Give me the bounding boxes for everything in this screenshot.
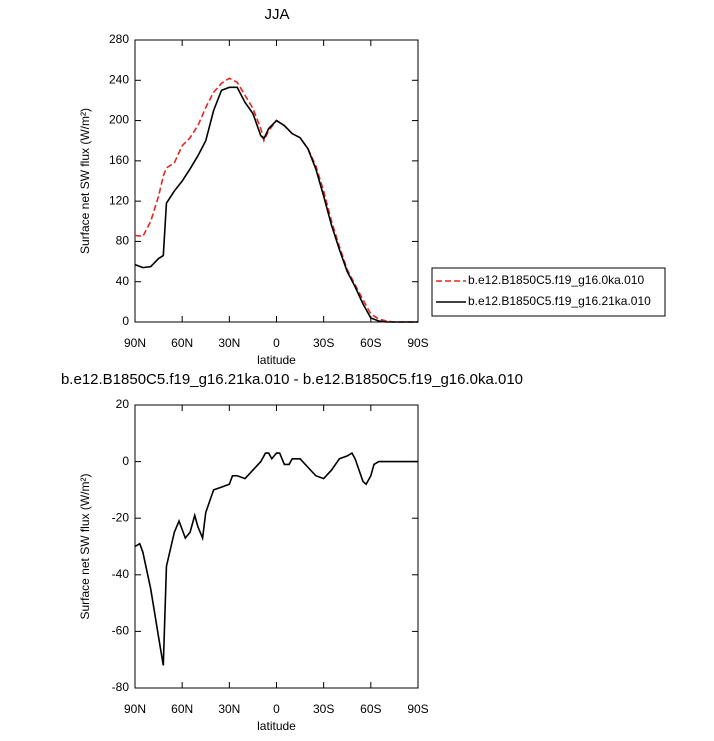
y-tick-label: 120 bbox=[109, 193, 129, 207]
y-tick-label: 200 bbox=[109, 113, 129, 127]
y-tick-label: -40 bbox=[112, 567, 130, 581]
x-axis-label: latitude bbox=[257, 719, 296, 733]
y-tick-label: 280 bbox=[109, 32, 129, 46]
y-tick-label: -20 bbox=[112, 510, 130, 524]
x-tick-label: 0 bbox=[273, 702, 280, 716]
line-series bbox=[134, 451, 418, 666]
y-tick-label: 80 bbox=[116, 234, 130, 248]
x-tick-label: 0 bbox=[273, 336, 280, 350]
chart-title: b.e12.B1850C5.f19_g16.21ka.010 - b.e12.B… bbox=[61, 371, 523, 388]
line-series bbox=[134, 86, 418, 323]
y-tick-label: -80 bbox=[112, 680, 130, 694]
x-tick-label: 30N bbox=[218, 336, 240, 350]
y-tick-label: -60 bbox=[112, 624, 130, 638]
x-tick-label: 30S bbox=[313, 702, 334, 716]
y-tick-label: 160 bbox=[109, 153, 129, 167]
legend-label: b.e12.B1850C5.f19_g16.21ka.010 bbox=[468, 294, 651, 308]
x-tick-label: 90N bbox=[124, 702, 146, 716]
x-tick-label: 30S bbox=[313, 336, 334, 350]
x-tick-label: 90S bbox=[407, 702, 428, 716]
chart-title: JJA bbox=[264, 6, 289, 23]
y-tick-label: 40 bbox=[116, 274, 130, 288]
x-tick-label: 30N bbox=[218, 702, 240, 716]
y-axis-label: Surface net SW flux (W/m²) bbox=[78, 473, 92, 619]
x-tick-label: 90N bbox=[124, 336, 146, 350]
x-tick-label: 90S bbox=[407, 336, 428, 350]
x-axis-label: latitude bbox=[257, 353, 296, 367]
y-tick-label: 0 bbox=[122, 314, 129, 328]
x-tick-label: 60S bbox=[360, 336, 381, 350]
x-tick-label: 60S bbox=[360, 702, 381, 716]
legend-box bbox=[431, 267, 666, 317]
y-tick-label: 0 bbox=[122, 454, 129, 468]
x-tick-label: 60N bbox=[171, 336, 193, 350]
y-axis-label: Surface net SW flux (W/m²) bbox=[78, 108, 92, 254]
y-tick-label: 20 bbox=[116, 397, 130, 411]
line-series bbox=[134, 77, 418, 323]
legend-label: b.e12.B1850C5.f19_g16.0ka.010 bbox=[468, 273, 644, 287]
x-tick-label: 60N bbox=[171, 702, 193, 716]
plot-frame bbox=[134, 39, 419, 323]
legend: b.e12.B1850C5.f19_g16.0ka.010 b.e12.B1850… bbox=[431, 267, 666, 317]
y-tick-label: 240 bbox=[109, 72, 129, 86]
plot-frame bbox=[134, 404, 419, 689]
